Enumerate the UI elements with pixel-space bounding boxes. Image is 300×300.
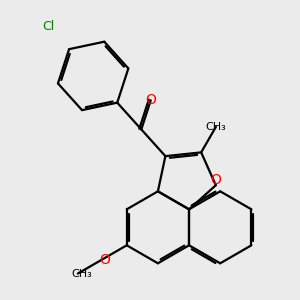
Text: Cl: Cl	[43, 20, 55, 33]
Text: O: O	[145, 93, 156, 107]
Text: O: O	[100, 253, 110, 267]
Text: O: O	[210, 172, 221, 187]
Text: CH₃: CH₃	[206, 122, 226, 132]
Text: CH₃: CH₃	[71, 268, 92, 279]
